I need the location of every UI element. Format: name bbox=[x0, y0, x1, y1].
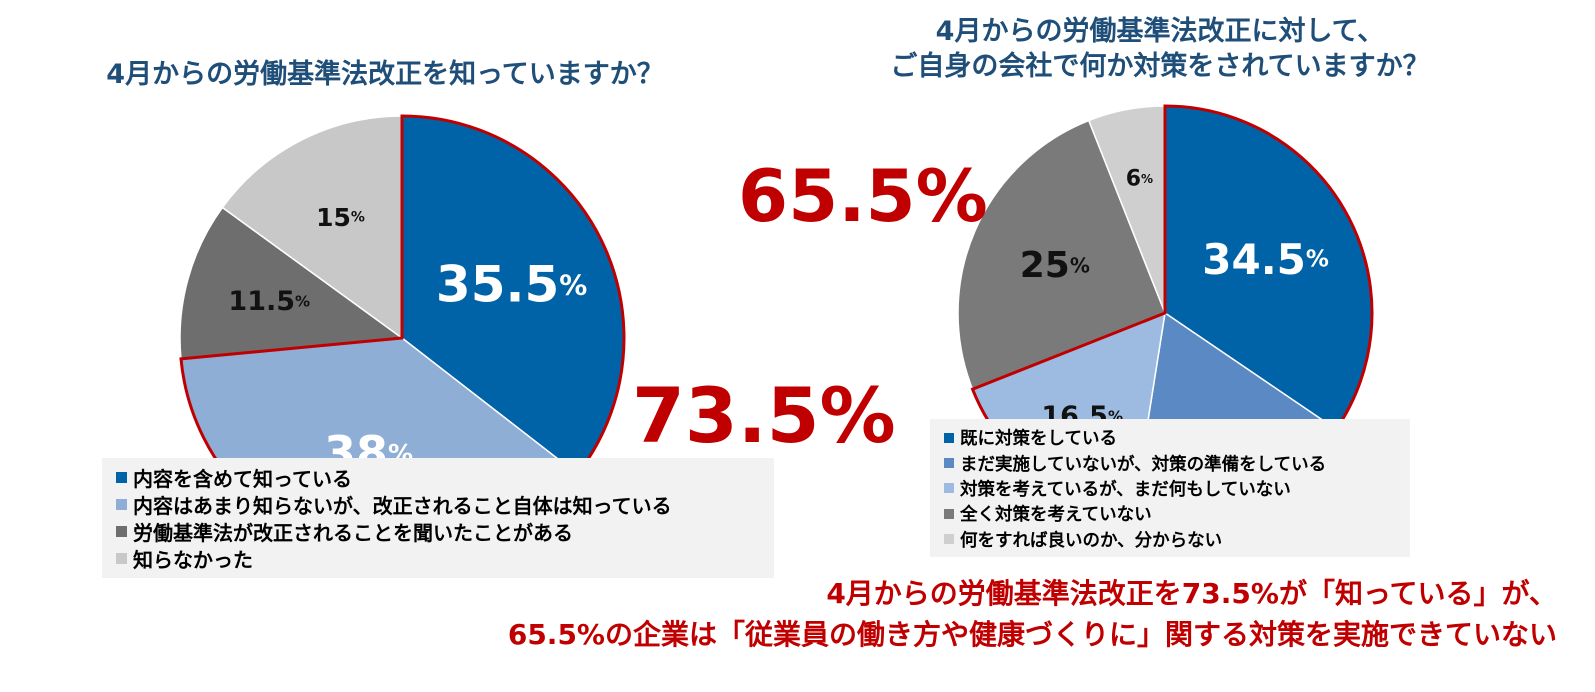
legend-swatch bbox=[116, 472, 127, 483]
legend-swatch bbox=[944, 458, 954, 469]
title-line: 4月からの労働基準法改正を知っていますか？ bbox=[106, 59, 664, 90]
legend-item: 対策を考えているが、まだ何もしていない bbox=[944, 476, 1400, 501]
legend-swatch bbox=[116, 553, 127, 564]
legend-label: まだ実施していないが、対策の準備をしている bbox=[960, 454, 1327, 475]
legend-swatch bbox=[944, 483, 954, 494]
pie-slice bbox=[179, 206, 405, 360]
legend-swatch bbox=[116, 499, 127, 510]
conclusion-line: 4月からの労働基準法改正を73.5%が「知っている」が、 bbox=[826, 577, 1557, 610]
legend-label: 既に対策をしている bbox=[960, 429, 1117, 450]
legend-label: 対策を考えているが、まだ何もしていない bbox=[960, 479, 1291, 500]
legend-item: 内容はあまり知らないが、改正されること自体は知っている bbox=[116, 491, 764, 518]
legend-swatch bbox=[944, 508, 954, 519]
legend-label: 全く対策を考えていない bbox=[960, 505, 1152, 526]
title-line: ご自身の会社で何か対策をされていますか？ bbox=[890, 51, 1430, 83]
legend-label: 内容はあまり知らないが、改正されること自体は知っている bbox=[133, 494, 672, 518]
legend-item: まだ実施していないが、対策の準備をしている bbox=[944, 450, 1400, 475]
legend-item: 全く対策を考えていない bbox=[944, 501, 1400, 526]
legend-label: 労働基準法が改正されることを聞いたことがある bbox=[133, 521, 573, 545]
chart-title-right: 4月からの労働基準法改正に対して、 ご自身の会社で何か対策をされていますか？ bbox=[830, 14, 1490, 84]
title-line: 4月からの労働基準法改正に対して、 bbox=[935, 16, 1385, 47]
legend-swatch bbox=[116, 526, 127, 537]
legend-label: 内容を含めて知っている bbox=[133, 467, 352, 491]
legend-item: 何をすれば良いのか、分からない bbox=[944, 527, 1400, 552]
legend-left: 内容を含めて知っている内容はあまり知らないが、改正されること自体は知っている 労働… bbox=[102, 458, 774, 578]
legend-label: 知らなかった bbox=[133, 548, 253, 572]
chart-title-left: 4月からの労働基準法改正を知っていますか？ bbox=[20, 57, 750, 92]
legend-item: 知らなかった bbox=[116, 545, 764, 572]
pie-slice bbox=[221, 115, 403, 340]
highlight-total-right: 65.5% bbox=[738, 154, 988, 238]
legend-item: 内容を含めて知っている bbox=[116, 464, 764, 491]
legend-right: 既に対策をしているまだ実施していないが、対策の準備をしている 対策を考えているが、… bbox=[930, 419, 1410, 557]
legend-item: 既に対策をしている bbox=[944, 425, 1400, 450]
conclusion-text: 4月からの労働基準法改正を73.5%が「知っている」が、 65.5%の企業は「従… bbox=[337, 574, 1557, 655]
highlight-total-left: 73.5% bbox=[632, 371, 896, 460]
legend-swatch bbox=[944, 432, 954, 443]
legend-label: 何をすれば良いのか、分からない bbox=[960, 530, 1223, 551]
legend-item: 労働基準法が改正されることを聞いたことがある bbox=[116, 518, 764, 545]
legend-swatch bbox=[944, 534, 954, 545]
pie-slice bbox=[957, 119, 1166, 391]
conclusion-line: 65.5%の企業は「従業員の働き方や健康づくりに」関する対策を実施できていない bbox=[507, 617, 1557, 651]
